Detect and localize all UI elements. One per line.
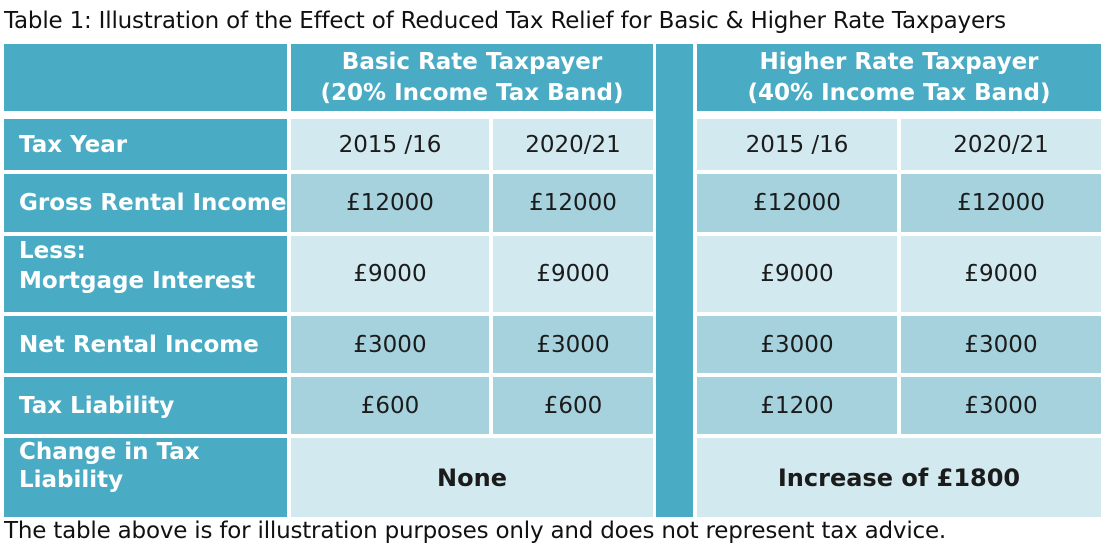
table-cell: £3000	[901, 377, 1101, 434]
table-cell: £12000	[901, 174, 1101, 232]
table-cell: £9000	[493, 236, 653, 312]
higher-rate-header-band: (40% Income Tax Band)	[747, 79, 1051, 106]
table-cell: £3000	[901, 316, 1101, 373]
table-cell: £600	[493, 377, 653, 434]
higher-rate-change-cell: Increase of £1800	[697, 438, 1101, 517]
table-cell: £9000	[901, 236, 1101, 312]
row-label-net-rental-income: Net Rental Income	[4, 316, 287, 373]
table-caption: Table 1: Illustration of the Effect of R…	[4, 8, 1006, 34]
basic-rate-change-cell: None	[291, 438, 653, 517]
column-separator	[656, 44, 693, 517]
table-cell: 2015 /16	[697, 119, 897, 170]
table-cell: £9000	[697, 236, 897, 312]
table-footnote: The table above is for illustration purp…	[4, 518, 947, 544]
basic-rate-header-band: (20% Income Tax Band)	[320, 79, 624, 106]
higher-rate-header-title: Higher Rate Taxpayer	[759, 48, 1039, 75]
table-cell: 2020/21	[493, 119, 653, 170]
table-cell: £9000	[291, 236, 489, 312]
row-label-line: Liability	[19, 467, 124, 493]
table-cell: £12000	[493, 174, 653, 232]
row-label-line: Change in Tax	[19, 439, 200, 465]
table-cell: £3000	[493, 316, 653, 373]
higher-rate-header: Higher Rate Taxpayer (40% Income Tax Ban…	[697, 44, 1101, 111]
row-label-tax-year: Tax Year	[4, 119, 287, 170]
table-corner-cell	[4, 44, 287, 111]
table-cell: 2020/21	[901, 119, 1101, 170]
table-cell: £1200	[697, 377, 897, 434]
row-label-change-in-tax-liability: Change in Tax Liability	[4, 438, 287, 517]
row-label-mortgage-interest: Less: Mortgage Interest	[4, 236, 287, 312]
table-cell: £600	[291, 377, 489, 434]
table-cell: £3000	[291, 316, 489, 373]
row-label-gross-rental-income: Gross Rental Income	[4, 174, 287, 232]
table-cell: £12000	[291, 174, 489, 232]
basic-rate-header-title: Basic Rate Taxpayer	[341, 48, 603, 75]
row-label-line: Mortgage Interest	[19, 268, 256, 294]
basic-rate-header: Basic Rate Taxpayer (20% Income Tax Band…	[291, 44, 653, 111]
row-label-line: Less:	[19, 238, 86, 264]
table-cell: £3000	[697, 316, 897, 373]
row-label-tax-liability: Tax Liability	[4, 377, 287, 434]
table-cell: £12000	[697, 174, 897, 232]
table-cell: 2015 /16	[291, 119, 489, 170]
